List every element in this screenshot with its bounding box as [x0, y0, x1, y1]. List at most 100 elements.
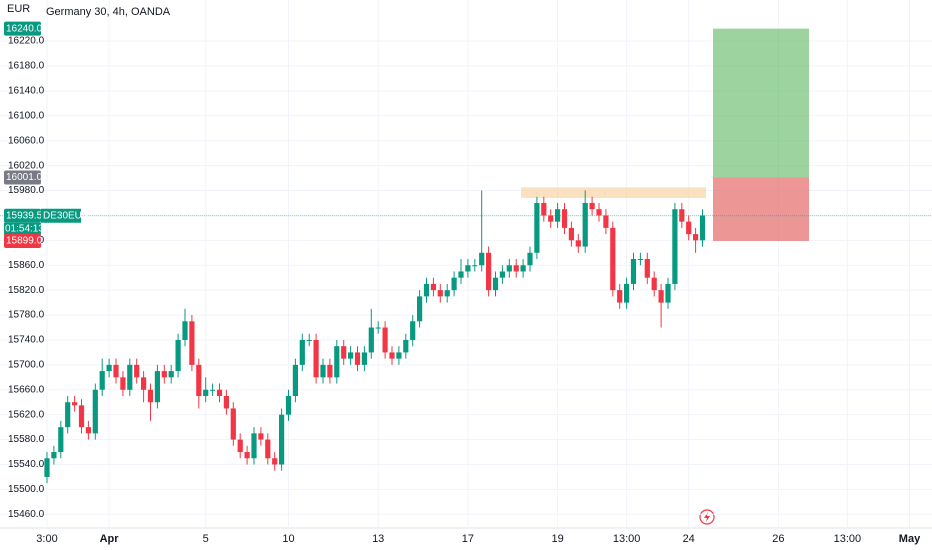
candle-body: [189, 321, 195, 365]
y-tick-label: 15700.0: [8, 360, 45, 371]
event-icon[interactable]: [699, 509, 715, 525]
candle-body: [127, 364, 133, 390]
plot: [0, 0, 932, 528]
last-price-tag-bg: [4, 208, 41, 223]
candle-body: [644, 259, 650, 278]
candle-body: [465, 265, 471, 272]
candle-body: [237, 439, 243, 453]
candle-body: [527, 252, 533, 266]
candle-body: [417, 296, 423, 322]
candle-body: [513, 265, 519, 272]
y-tick-label: 16180.0: [8, 61, 45, 72]
last-price-tag: 15939.5: [6, 210, 43, 221]
candle-body: [265, 439, 271, 459]
candle-body: [161, 371, 167, 378]
candle-body: [430, 283, 436, 291]
y-tick-label: 15580.0: [8, 434, 45, 445]
entry-price-tag: 16001.0: [6, 172, 43, 183]
x-tick-label: May: [899, 533, 921, 545]
candle-body: [147, 389, 154, 403]
candle-body: [382, 327, 388, 353]
candle-body: [320, 364, 326, 378]
candle-body: [637, 259, 643, 261]
y-tick-label: 16060.0: [8, 135, 45, 146]
y-tick-label: 15980.0: [8, 185, 45, 196]
candle-body: [617, 290, 623, 303]
y-tick-label: 15860.0: [8, 260, 45, 271]
candle-body: [44, 458, 50, 477]
y-tick-label: 16220.0: [8, 36, 45, 47]
candle-body: [699, 215, 706, 241]
candle-body: [458, 271, 464, 278]
candle-body: [244, 452, 250, 459]
x-tick-label: 10: [282, 533, 294, 545]
candle-body: [444, 290, 450, 297]
y-tick-label: 15740.0: [8, 335, 45, 346]
candle-body: [541, 202, 547, 216]
candle-body: [154, 371, 160, 403]
candle-body: [555, 209, 561, 222]
candle-body: [78, 405, 85, 428]
candle-body: [582, 202, 588, 247]
candle-body: [368, 327, 374, 353]
candle-body: [341, 346, 347, 359]
entry-price-tag-bg: [4, 170, 41, 185]
candle-body: [113, 364, 119, 378]
x-tick-label: 13:00: [613, 533, 641, 545]
candle-body: [348, 352, 354, 359]
candle-body: [651, 277, 657, 291]
symbol-tag-bg: [41, 208, 81, 223]
candle-body: [354, 352, 361, 365]
candle-body: [251, 433, 257, 459]
candle-body: [486, 252, 492, 291]
candle-body: [396, 352, 402, 359]
candle-body: [479, 252, 485, 266]
x-tick-label: 19: [551, 533, 563, 545]
y-tick-label: 16020.0: [8, 160, 45, 171]
y-tick-label: 16140.0: [8, 86, 45, 97]
currency-bg: [0, 0, 40, 17]
candle-body: [610, 227, 616, 291]
candle-body: [575, 240, 581, 247]
candle-body: [72, 402, 78, 406]
candle-body: [285, 396, 292, 415]
candle-body: [561, 209, 568, 228]
candle-body: [223, 396, 229, 409]
symbol-tag: DE30EUR: [43, 210, 89, 221]
profit-zone: [713, 28, 809, 178]
candle-body: [134, 364, 140, 378]
candle-body: [679, 209, 685, 222]
candle-body: [472, 265, 478, 267]
resistance-zone: [521, 187, 706, 198]
candle-body: [499, 271, 505, 278]
candle-body: [182, 321, 188, 340]
x-tick-label: 13: [372, 533, 384, 545]
candle-body: [375, 327, 381, 329]
target-price-tag: 16240.0: [6, 23, 43, 34]
y-tick-label: 16100.0: [8, 110, 45, 121]
candle-body: [196, 364, 202, 396]
candle-body: [403, 339, 409, 353]
candle-body: [51, 452, 57, 459]
candle-body: [175, 339, 181, 372]
candle-body: [106, 364, 112, 372]
candle-body: [437, 290, 443, 297]
y-tick-label: 15780.0: [8, 310, 45, 321]
candle-body: [589, 202, 595, 210]
candle-body: [693, 234, 699, 241]
candle-body: [258, 433, 264, 440]
candle-body: [85, 427, 91, 434]
candle-body: [120, 377, 126, 390]
x-tick-label: Apr: [100, 533, 120, 545]
candle-body: [568, 227, 574, 241]
candle-body: [327, 364, 333, 378]
candle-body: [665, 283, 671, 303]
y-tick-label: 15500.0: [8, 484, 45, 495]
candle-body: [92, 389, 98, 434]
candle-body: [306, 339, 312, 341]
candle-body: [203, 389, 209, 396]
candle-body: [492, 277, 499, 291]
x-tick-label: 13:00: [834, 533, 862, 545]
candle-body: [292, 364, 298, 396]
